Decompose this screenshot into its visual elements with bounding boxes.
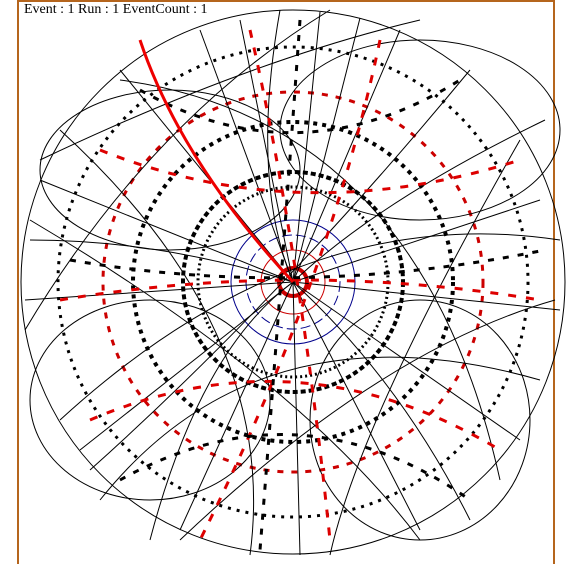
event-display-window: Event : 1 Run : 1 EventCount : 1 <box>0 0 567 564</box>
track <box>268 10 293 282</box>
track <box>293 282 420 530</box>
hit-cluster <box>200 40 380 540</box>
track <box>200 30 293 282</box>
track <box>40 20 420 160</box>
track <box>30 220 420 540</box>
track <box>293 18 360 282</box>
track-loop <box>310 300 530 540</box>
track <box>293 30 400 282</box>
track <box>330 140 520 555</box>
highlighted-track <box>140 40 293 282</box>
event-label: Event : 1 Run : 1 EventCount : 1 <box>24 2 208 18</box>
hit-cluster <box>140 80 460 133</box>
event-display <box>0 0 567 564</box>
track <box>80 282 293 450</box>
track <box>180 282 293 530</box>
track <box>25 10 330 330</box>
track <box>25 282 293 300</box>
